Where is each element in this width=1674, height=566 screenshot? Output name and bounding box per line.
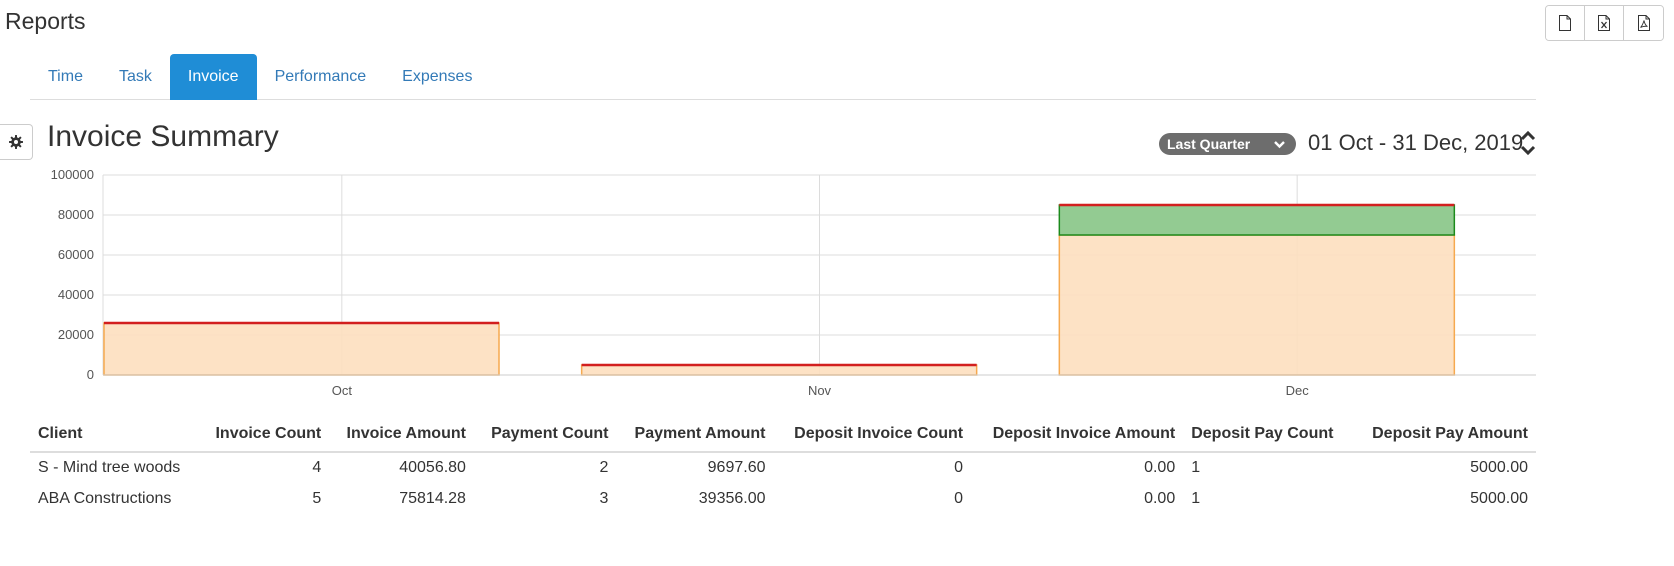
table-cell: 1 — [1183, 452, 1353, 484]
file-icon — [1559, 15, 1571, 31]
x-tick-label: Oct — [332, 383, 353, 398]
table-cell: 0 — [773, 452, 972, 484]
tab-task[interactable]: Task — [118, 68, 152, 85]
export-file-button[interactable] — [1546, 6, 1585, 40]
table-cell: 5 — [199, 483, 330, 515]
column-header[interactable]: Invoice Count — [199, 416, 330, 453]
column-header[interactable]: Deposit Pay Amount — [1352, 416, 1536, 453]
table-cell: S - Mind tree woods — [30, 452, 200, 484]
table-cell: 0.00 — [971, 452, 1184, 484]
table-cell: ABA Constructions — [30, 483, 200, 515]
x-tick-label: Nov — [808, 383, 832, 398]
chevron-down-icon — [1274, 141, 1285, 149]
table-cell: 2 — [473, 452, 617, 484]
table-cell: 75814.28 — [329, 483, 474, 515]
tab-time[interactable]: Time — [48, 68, 83, 85]
column-header[interactable]: Deposit Invoice Count — [773, 416, 972, 453]
table-header-row: Client Invoice Count Invoice Amount Paym… — [30, 416, 1536, 453]
column-header[interactable]: Deposit Invoice Amount — [971, 416, 1184, 453]
table-cell: 5000.00 — [1352, 483, 1536, 515]
column-header[interactable]: Invoice Amount — [329, 416, 474, 453]
y-tick-label: 100000 — [51, 167, 94, 182]
pdf-icon — [1637, 15, 1650, 31]
section-title: Invoice Summary — [47, 120, 279, 153]
table-cell: 0 — [773, 483, 972, 515]
tab-performance[interactable]: Performance — [274, 68, 367, 85]
date-range: 01 Oct - 31 Dec, 2019 — [1308, 130, 1524, 155]
sort-updown-icon[interactable] — [1519, 129, 1537, 157]
tab-invoice[interactable]: Invoice — [169, 54, 257, 100]
deposit-bar — [1058, 204, 1456, 236]
table-cell: 39356.00 — [616, 483, 774, 515]
tab-expenses[interactable]: Expenses — [402, 68, 473, 85]
export-excel-button[interactable] — [1585, 6, 1624, 40]
period-select-label: Last Quarter — [1167, 136, 1251, 152]
column-header[interactable]: Payment Amount — [616, 416, 774, 453]
x-tick-label: Dec — [1286, 383, 1310, 398]
table-cell: 5000.00 — [1352, 452, 1536, 484]
column-header[interactable]: Deposit Pay Count — [1183, 416, 1353, 453]
column-header[interactable]: Payment Count — [473, 416, 617, 453]
table-row: S - Mind tree woods 4 40056.80 2 9697.60… — [30, 452, 1536, 484]
column-header[interactable]: Client — [30, 416, 200, 453]
y-tick-label: 60000 — [58, 247, 94, 262]
page-title: Reports — [5, 8, 86, 34]
table-cell: 4 — [199, 452, 330, 484]
table-row: ABA Constructions 5 75814.28 3 39356.00 … — [30, 483, 1536, 515]
table-cell: 3 — [473, 483, 617, 515]
export-pdf-button[interactable] — [1624, 6, 1663, 40]
y-tick-label: 40000 — [58, 287, 94, 302]
table-cell: 9697.60 — [616, 452, 774, 484]
report-tabs: Time Task Invoice Performance Expenses — [30, 54, 1536, 100]
invoice-summary-chart: 0 20000 40000 60000 80000 100000 Oct Nov Dec — [51, 167, 1536, 398]
invoice-bar — [580, 364, 978, 376]
y-tick-label: 0 — [87, 367, 94, 382]
period-select[interactable]: Last Quarter — [1159, 133, 1296, 155]
y-tick-label: 20000 — [58, 327, 94, 342]
table-cell: 1 — [1183, 483, 1353, 515]
export-button-group — [1545, 5, 1664, 41]
invoice-bar — [1058, 234, 1456, 376]
table-cell: 40056.80 — [329, 452, 474, 484]
gear-icon — [9, 135, 23, 149]
excel-icon — [1598, 15, 1610, 31]
settings-button[interactable] — [0, 124, 33, 160]
table-cell: 0.00 — [971, 483, 1184, 515]
invoice-summary-table: Client Invoice Count Invoice Amount Paym… — [30, 416, 1536, 515]
y-tick-label: 80000 — [58, 207, 94, 222]
invoice-bar — [103, 322, 500, 376]
